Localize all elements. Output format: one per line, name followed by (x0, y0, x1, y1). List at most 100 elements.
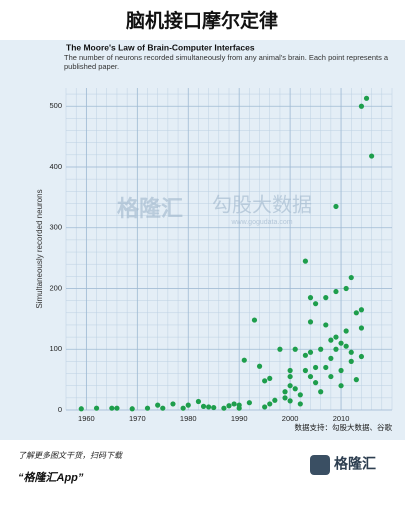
point (328, 373, 334, 380)
watermark-right: 勾股大数据 (212, 193, 312, 216)
point (323, 364, 329, 371)
point (358, 103, 365, 109)
point (170, 401, 176, 407)
point (328, 337, 334, 343)
x-tick-label: 2000 (282, 414, 299, 423)
point (160, 405, 166, 411)
point (302, 352, 309, 358)
y-axis-label: Simultaneously recorded neurons (35, 189, 44, 308)
point (272, 397, 278, 403)
point (109, 405, 115, 411)
point (323, 295, 329, 301)
y-tick-label: 100 (49, 344, 62, 353)
x-tick-label: 1990 (231, 414, 248, 423)
point (343, 285, 349, 292)
footer-app: “格隆汇App” (18, 471, 84, 484)
source: 数据支持：勾股大数据、谷歌 (295, 422, 393, 432)
point (307, 319, 314, 325)
watermark-url: www.gogudata.com (230, 219, 292, 226)
point (287, 398, 293, 404)
point (246, 400, 252, 406)
point (114, 405, 120, 411)
point (318, 346, 324, 352)
point (363, 95, 370, 101)
y-tick-label: 200 (49, 283, 62, 292)
point (369, 153, 375, 159)
point (343, 328, 349, 334)
point (155, 402, 161, 408)
point (297, 392, 303, 398)
point (323, 322, 329, 328)
point (333, 346, 339, 352)
point (144, 405, 151, 411)
point (333, 203, 339, 210)
point (226, 403, 232, 409)
point (333, 288, 339, 295)
point (328, 355, 334, 361)
point (277, 346, 283, 352)
footer-logo: 格隆汇 (334, 456, 376, 472)
point (343, 343, 349, 349)
point (287, 373, 293, 380)
point (348, 274, 354, 281)
point (338, 367, 344, 374)
point (297, 401, 303, 407)
point (195, 398, 202, 405)
point (200, 403, 207, 409)
point (348, 358, 354, 364)
y-tick-label: 400 (49, 162, 62, 171)
page-title: 脑机接口摩尔定律 (125, 9, 278, 32)
point (353, 310, 359, 316)
point (93, 405, 100, 411)
logo-icon (310, 455, 330, 475)
y-tick-label: 500 (49, 101, 62, 110)
point (78, 406, 84, 412)
x-tick-label: 1980 (180, 414, 197, 423)
point (256, 363, 263, 369)
point (267, 375, 273, 382)
point (302, 258, 309, 264)
point (318, 389, 324, 395)
x-tick-label: 2010 (333, 414, 350, 423)
chart-title: The Moore's Law of Brain-Computer Interf… (66, 42, 255, 52)
point (287, 383, 293, 389)
point (312, 364, 319, 371)
point (312, 380, 319, 386)
chart-subtitle: The number of neurons recorded simultane… (64, 53, 389, 71)
point (287, 367, 293, 374)
point (333, 334, 339, 340)
point (241, 357, 247, 363)
point (236, 402, 242, 408)
x-tick-label: 1970 (129, 414, 146, 423)
x-tick-label: 1960 (78, 414, 95, 423)
point (338, 383, 344, 389)
point (358, 353, 365, 360)
subtitle-box: The number of neurons recorded simultane… (64, 53, 389, 71)
point (358, 307, 365, 313)
point (267, 401, 273, 407)
point (221, 405, 227, 411)
point (302, 367, 309, 374)
point (358, 325, 365, 331)
point (185, 402, 191, 408)
point (292, 346, 298, 352)
point (312, 301, 319, 307)
point (307, 373, 314, 380)
footer-text: 了解更多图文干货，扫码下载 (18, 451, 123, 460)
y-tick-label: 0 (58, 405, 62, 414)
point (338, 340, 344, 346)
point (251, 317, 258, 323)
point (282, 389, 288, 395)
point (262, 404, 268, 410)
point (307, 349, 314, 355)
plot: 0 100 200 300 400 500 1960 1970 1980 1990 2000 2010 (49, 88, 393, 423)
point (180, 405, 186, 411)
point (211, 404, 217, 411)
point (231, 401, 237, 407)
point (307, 295, 314, 301)
point (129, 406, 135, 412)
y-tick-label: 300 (49, 223, 62, 232)
point (262, 378, 268, 384)
point (348, 349, 354, 355)
